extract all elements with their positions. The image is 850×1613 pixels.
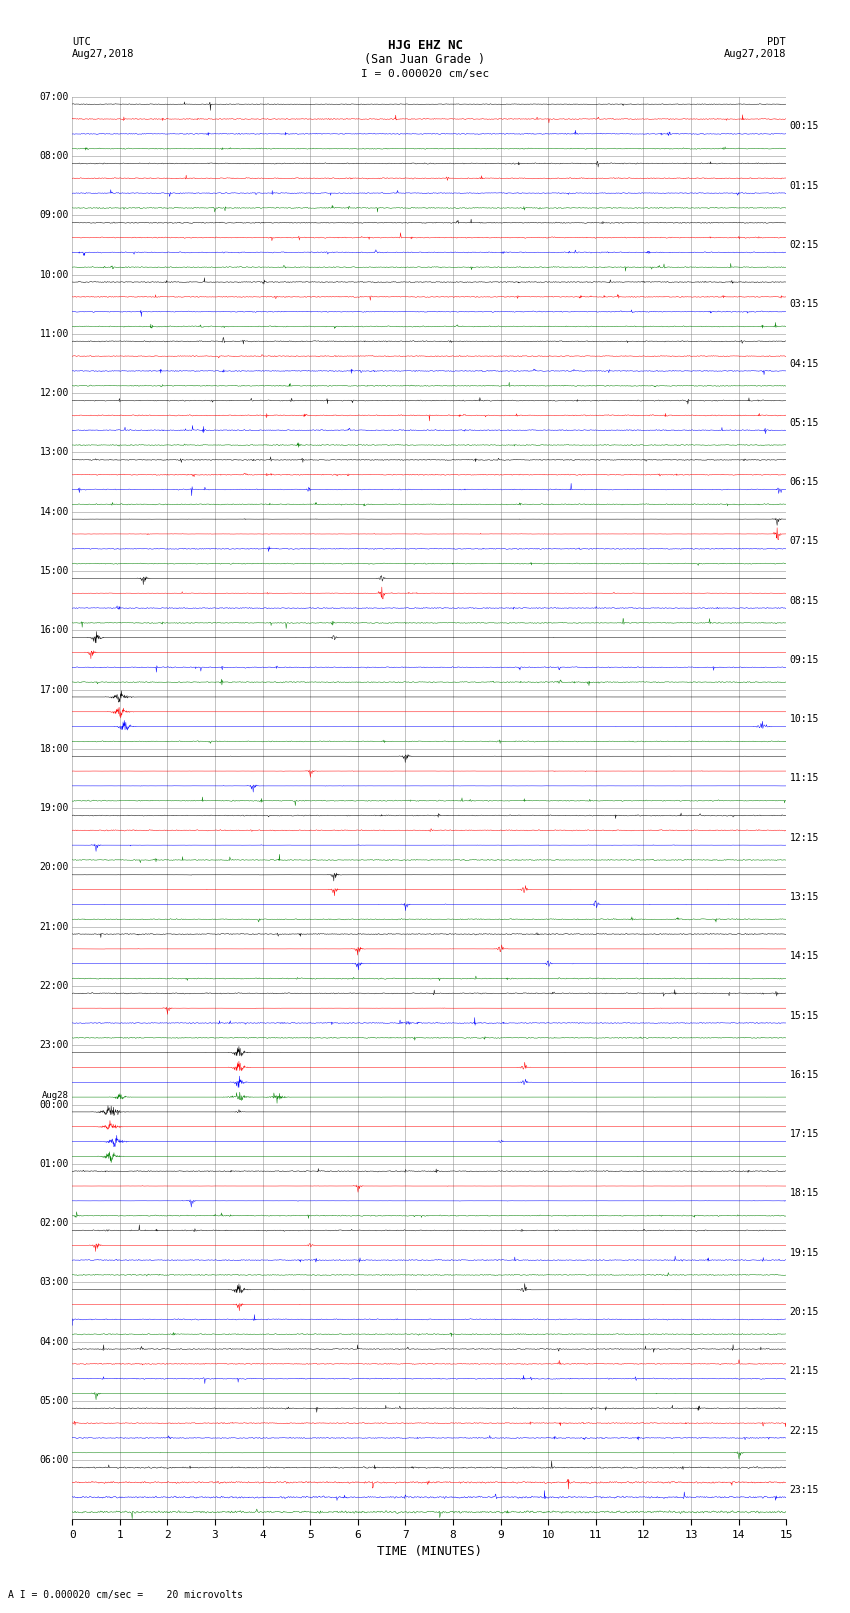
Text: 00:15: 00:15 [790, 121, 819, 131]
Text: 15:15: 15:15 [790, 1011, 819, 1021]
Text: 18:15: 18:15 [790, 1189, 819, 1198]
Text: 20:15: 20:15 [790, 1307, 819, 1316]
Text: PDT
Aug27,2018: PDT Aug27,2018 [723, 37, 786, 58]
Text: 23:00: 23:00 [39, 1040, 69, 1050]
Text: 06:15: 06:15 [790, 477, 819, 487]
Text: 09:15: 09:15 [790, 655, 819, 665]
Text: 09:00: 09:00 [39, 210, 69, 221]
Text: 04:15: 04:15 [790, 358, 819, 368]
Text: 13:00: 13:00 [39, 447, 69, 458]
Text: 01:00: 01:00 [39, 1158, 69, 1169]
X-axis label: TIME (MINUTES): TIME (MINUTES) [377, 1545, 482, 1558]
Text: I = 0.000020 cm/sec: I = 0.000020 cm/sec [361, 69, 489, 79]
Text: 07:15: 07:15 [790, 537, 819, 547]
Text: 19:00: 19:00 [39, 803, 69, 813]
Text: 22:15: 22:15 [790, 1426, 819, 1436]
Text: 11:15: 11:15 [790, 774, 819, 784]
Text: 20:00: 20:00 [39, 863, 69, 873]
Text: 22:00: 22:00 [39, 981, 69, 990]
Text: 16:15: 16:15 [790, 1069, 819, 1079]
Text: 08:00: 08:00 [39, 152, 69, 161]
Text: 05:00: 05:00 [39, 1395, 69, 1407]
Text: 10:15: 10:15 [790, 715, 819, 724]
Text: 02:00: 02:00 [39, 1218, 69, 1227]
Text: 21:00: 21:00 [39, 921, 69, 932]
Text: 17:15: 17:15 [790, 1129, 819, 1139]
Text: 10:00: 10:00 [39, 269, 69, 279]
Text: 16:00: 16:00 [39, 626, 69, 636]
Text: 18:00: 18:00 [39, 744, 69, 753]
Text: HJG EHZ NC: HJG EHZ NC [388, 39, 462, 52]
Text: Aug28: Aug28 [42, 1090, 69, 1100]
Text: 17:00: 17:00 [39, 684, 69, 695]
Text: 06:00: 06:00 [39, 1455, 69, 1465]
Text: 12:15: 12:15 [790, 832, 819, 842]
Text: 02:15: 02:15 [790, 240, 819, 250]
Text: 13:15: 13:15 [790, 892, 819, 902]
Text: 01:15: 01:15 [790, 181, 819, 190]
Text: 07:00: 07:00 [39, 92, 69, 102]
Text: 03:15: 03:15 [790, 300, 819, 310]
Text: 00:00: 00:00 [39, 1100, 69, 1110]
Text: 21:15: 21:15 [790, 1366, 819, 1376]
Text: UTC
Aug27,2018: UTC Aug27,2018 [72, 37, 135, 58]
Text: 11:00: 11:00 [39, 329, 69, 339]
Text: (San Juan Grade ): (San Juan Grade ) [365, 53, 485, 66]
Text: 19:15: 19:15 [790, 1248, 819, 1258]
Text: 15:00: 15:00 [39, 566, 69, 576]
Text: A I = 0.000020 cm/sec =    20 microvolts: A I = 0.000020 cm/sec = 20 microvolts [8, 1590, 243, 1600]
Text: 03:00: 03:00 [39, 1277, 69, 1287]
Text: 12:00: 12:00 [39, 389, 69, 398]
Text: 23:15: 23:15 [790, 1486, 819, 1495]
Text: 05:15: 05:15 [790, 418, 819, 427]
Text: 14:15: 14:15 [790, 952, 819, 961]
Text: 08:15: 08:15 [790, 595, 819, 605]
Text: 04:00: 04:00 [39, 1337, 69, 1347]
Text: 14:00: 14:00 [39, 506, 69, 516]
